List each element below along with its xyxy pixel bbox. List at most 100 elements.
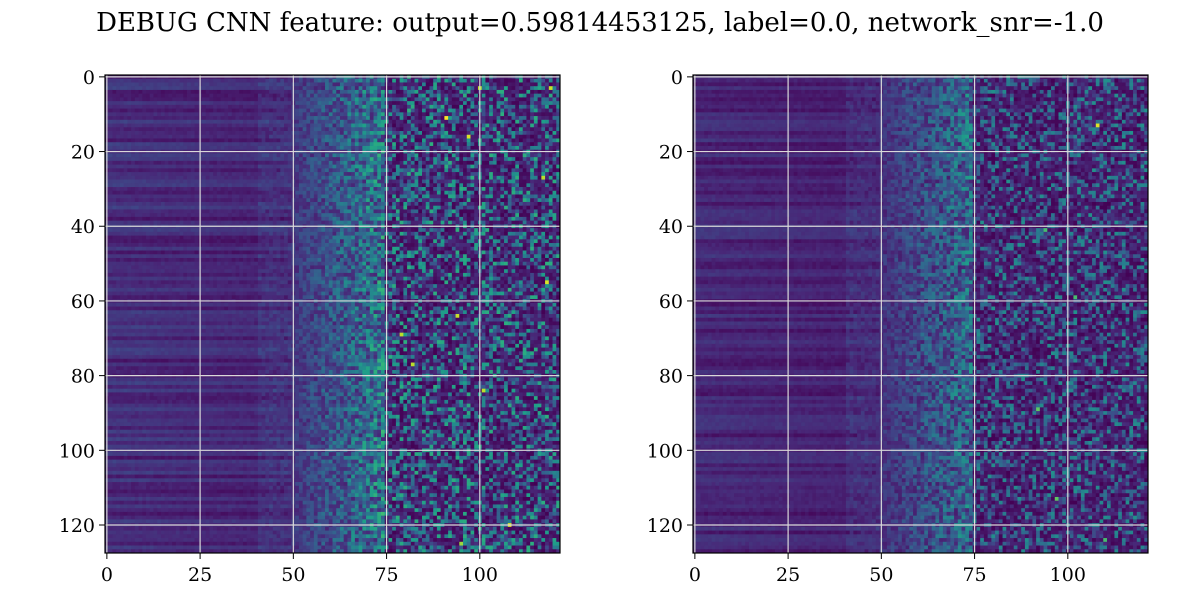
heatmap-cell [202, 142, 206, 146]
heatmap-cell [467, 146, 471, 150]
heatmap-cell [545, 213, 549, 217]
heatmap-cell [284, 94, 288, 98]
heatmap-cell [541, 202, 545, 206]
heatmap-cell [236, 165, 240, 169]
heatmap-cell [377, 172, 381, 176]
heatmap-cell [482, 187, 486, 191]
heatmap-cell [183, 142, 187, 146]
heatmap-cell [347, 198, 351, 202]
heatmap-cell [407, 135, 411, 139]
heatmap-cell [444, 109, 448, 113]
heatmap-cell [359, 112, 363, 116]
heatmap-cell [284, 195, 288, 199]
heatmap-cell [418, 146, 422, 150]
heatmap-cell [549, 109, 553, 113]
heatmap-cell [351, 79, 355, 83]
heatmap-cell [370, 97, 374, 101]
heatmap-cell [310, 131, 314, 135]
heatmap-cell [493, 206, 497, 210]
heatmap-cell [433, 109, 437, 113]
heatmap-cell [362, 217, 366, 221]
heatmap-cell [250, 142, 254, 146]
heatmap-cell [232, 209, 236, 213]
heatmap-cell [265, 191, 269, 195]
heatmap-cell [512, 138, 516, 142]
heatmap-cell [236, 213, 240, 217]
heatmap-cell [415, 195, 419, 199]
heatmap-cell [508, 112, 512, 116]
heatmap-cell [452, 101, 456, 105]
heatmap-cell [217, 206, 221, 210]
heatmap-cell [366, 116, 370, 120]
heatmap-cell [243, 112, 247, 116]
heatmap-cell [325, 138, 329, 142]
heatmap-cell [553, 183, 557, 187]
heatmap-cell [441, 142, 445, 146]
heatmap-cell [433, 120, 437, 124]
heatmap-cell [180, 165, 184, 169]
heatmap-cell [444, 82, 448, 86]
heatmap-cell [333, 180, 337, 184]
heatmap-cell [374, 116, 378, 120]
heatmap-cell [321, 97, 325, 101]
heatmap-cell [120, 187, 124, 191]
heatmap-cell [359, 161, 363, 165]
heatmap-cell [187, 191, 191, 195]
heatmap-cell [269, 127, 273, 131]
heatmap-cell [553, 105, 557, 109]
heatmap-cell [470, 94, 474, 98]
heatmap-cell [530, 120, 534, 124]
heatmap-cell [526, 195, 530, 199]
heatmap-cell [195, 135, 199, 139]
heatmap-cell [232, 191, 236, 195]
heatmap-cell [146, 127, 150, 131]
heatmap-cell [437, 94, 441, 98]
heatmap-cell [388, 90, 392, 94]
heatmap-cell [206, 198, 210, 202]
heatmap-cell [553, 79, 557, 83]
heatmap-cell [228, 176, 232, 180]
heatmap-cell [437, 187, 441, 191]
heatmap-cell [512, 101, 516, 105]
heatmap-cell [310, 202, 314, 206]
heatmap-cell [318, 153, 322, 157]
heatmap-cell [295, 157, 299, 161]
heatmap-cell [515, 109, 519, 113]
heatmap-cell [366, 94, 370, 98]
heatmap-cell [262, 120, 266, 124]
heatmap-cell [403, 131, 407, 135]
heatmap-cell [236, 101, 240, 105]
heatmap-cell [545, 202, 549, 206]
heatmap-cell [403, 124, 407, 128]
heatmap-cell [228, 127, 232, 131]
heatmap-cell [277, 79, 281, 83]
heatmap-cell [127, 161, 131, 165]
heatmap-cell [388, 209, 392, 213]
heatmap-cell [545, 165, 549, 169]
heatmap-cell [247, 131, 251, 135]
heatmap-cell [545, 124, 549, 128]
heatmap-cell [213, 157, 217, 161]
heatmap-cell [534, 146, 538, 150]
heatmap-cell [489, 157, 493, 161]
heatmap-cell [183, 206, 187, 210]
heatmap-cell [426, 165, 430, 169]
heatmap-cell [269, 146, 273, 150]
heatmap-cell [109, 209, 113, 213]
heatmap-cell [381, 97, 385, 101]
heatmap-cell [277, 97, 281, 101]
heatmap-cell [157, 221, 161, 225]
heatmap-cell [374, 206, 378, 210]
heatmap-cell [497, 221, 501, 225]
heatmap-cell [344, 146, 348, 150]
heatmap-cell [221, 221, 225, 225]
heatmap-cell [422, 112, 426, 116]
heatmap-cell [526, 79, 530, 83]
heatmap-cell [370, 217, 374, 221]
heatmap-cell [142, 109, 146, 113]
heatmap-cell [250, 172, 254, 176]
heatmap-cell [209, 120, 213, 124]
heatmap-cell [448, 221, 452, 225]
heatmap-cell [142, 138, 146, 142]
heatmap-cell [526, 213, 530, 217]
